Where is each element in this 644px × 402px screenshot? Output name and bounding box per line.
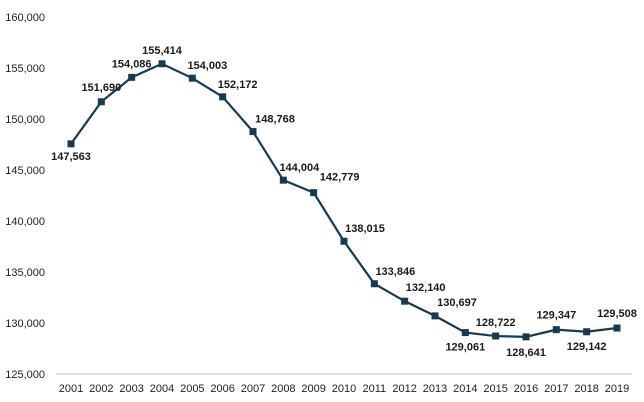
data-point-marker xyxy=(613,324,621,332)
data-label: 129,508 xyxy=(597,308,637,320)
data-point-marker xyxy=(67,140,75,148)
x-tick-label: 2009 xyxy=(301,383,325,395)
y-tick-label: 125,000 xyxy=(5,369,45,381)
data-label: 152,172 xyxy=(218,79,258,91)
data-label: 133,846 xyxy=(375,266,415,278)
y-tick-label: 130,000 xyxy=(5,318,45,330)
y-tick-label: 160,000 xyxy=(5,12,45,24)
x-tick-label: 2003 xyxy=(119,383,143,395)
x-tick-label: 2011 xyxy=(363,383,387,395)
x-tick-label: 2004 xyxy=(150,383,174,395)
data-label: 129,347 xyxy=(536,310,576,322)
x-tick-label: 2012 xyxy=(392,383,416,395)
x-tick-label: 2002 xyxy=(89,383,113,395)
x-tick-label: 2017 xyxy=(544,383,568,395)
data-point-marker xyxy=(461,329,469,337)
y-axis: 125,000 130,000 135,000 140,000 145,000 150,0… xyxy=(5,12,45,381)
x-tick-label: 2015 xyxy=(483,383,507,395)
data-point-marker xyxy=(97,98,105,106)
y-tick-label: 155,000 xyxy=(5,63,45,75)
data-label: 144,004 xyxy=(279,162,320,174)
series-line xyxy=(70,62,618,338)
x-tick-label: 2007 xyxy=(241,383,265,395)
data-point-marker xyxy=(158,60,166,68)
x-tick-label: 2018 xyxy=(574,383,598,395)
data-label: 128,641 xyxy=(506,347,546,359)
data-point-marker xyxy=(279,176,287,184)
data-point-marker xyxy=(492,332,500,340)
data-label: 129,061 xyxy=(445,342,485,354)
data-point-marker xyxy=(310,189,318,197)
data-point-marker xyxy=(431,312,439,320)
data-label: 155,414 xyxy=(142,45,183,57)
y-tick-label: 150,000 xyxy=(5,114,45,126)
data-point-marker xyxy=(249,128,257,136)
y-tick-label: 135,000 xyxy=(5,267,45,279)
data-point-marker xyxy=(401,297,409,305)
data-point-marker xyxy=(128,73,136,81)
data-point-marker xyxy=(340,237,348,245)
data-point-marker xyxy=(188,74,196,82)
data-label: 132,140 xyxy=(406,282,446,294)
y-tick-label: 145,000 xyxy=(5,165,45,177)
y-tick-label: 140,000 xyxy=(5,216,45,228)
data-label: 151,690 xyxy=(81,82,121,94)
data-label: 142,779 xyxy=(320,172,360,184)
data-label: 154,003 xyxy=(187,60,227,72)
data-label: 129,142 xyxy=(567,341,607,353)
data-point-marker xyxy=(522,333,530,341)
data-label: 147,563 xyxy=(51,151,91,163)
data-point-marker xyxy=(552,326,560,334)
data-point-marker xyxy=(583,328,591,336)
data-label: 148,768 xyxy=(255,114,295,126)
x-tick-label: 2005 xyxy=(180,383,204,395)
x-tick-label: 2016 xyxy=(514,383,538,395)
x-tick-label: 2001 xyxy=(59,383,83,395)
x-tick-label: 2019 xyxy=(605,383,629,395)
data-point-marker xyxy=(219,93,227,101)
data-label: 128,722 xyxy=(476,317,516,329)
x-tick-label: 2013 xyxy=(423,383,447,395)
x-tick-label: 2010 xyxy=(332,383,356,395)
x-axis: 2001 2002 2003 2004 2005 2006 2007 2008 2009 2010… xyxy=(56,373,632,395)
data-label: 154,086 xyxy=(112,58,152,70)
x-tick-label: 2014 xyxy=(453,383,477,395)
x-tick-label: 2008 xyxy=(271,383,295,395)
data-label: 130,697 xyxy=(437,297,477,309)
data-point-marker xyxy=(370,280,378,288)
data-markers xyxy=(67,60,621,341)
data-label: 138,015 xyxy=(345,223,385,235)
x-tick-label: 2006 xyxy=(210,383,234,395)
